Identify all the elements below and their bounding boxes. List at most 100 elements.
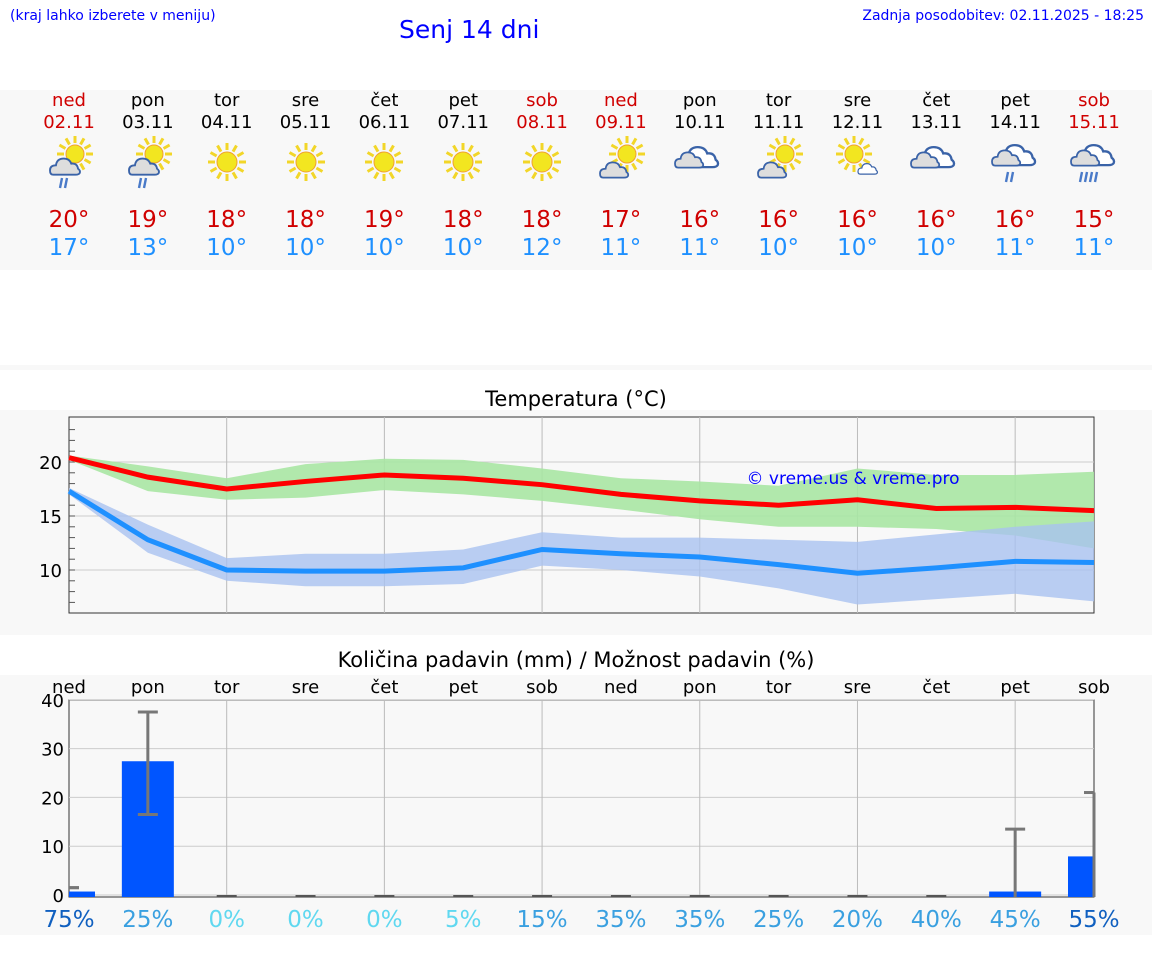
precip-probability: 0% [366, 907, 403, 933]
day-name: sre [291, 90, 320, 111]
max-temp: 18° [285, 207, 326, 233]
precip-probability: 45% [990, 907, 1041, 933]
day-forecast: pon 10.11 16° 11° [661, 90, 739, 262]
day-forecast: sre 12.11 16° 10° [818, 90, 896, 262]
min-temp: 10° [915, 235, 957, 261]
x-tick-label: pon [683, 677, 717, 698]
max-temp: 19° [127, 207, 169, 233]
day-date: 15.11 [1068, 112, 1120, 133]
sun-cloud-rain-icon [109, 134, 187, 204]
precip-probability: 35% [595, 907, 646, 933]
day-name: sre [843, 90, 872, 111]
day-forecast: pon 03.11 19° 13° [109, 90, 187, 262]
sun-cloud-icon [740, 134, 818, 204]
watermark: © vreme.us & vreme.pro [746, 469, 959, 489]
day-name: pet [448, 90, 478, 111]
sun-icon [503, 134, 581, 204]
min-temp: 17° [48, 235, 90, 261]
precip-probability: 0% [287, 907, 324, 933]
cloud-icon [661, 134, 739, 204]
precip-plot-area [68, 699, 1095, 898]
y-tick-label: 30 [41, 740, 64, 761]
y-tick-label: 20 [41, 788, 64, 809]
day-date: 08.11 [516, 112, 568, 133]
x-tick-label: čet [370, 677, 398, 698]
cloud-icon [897, 134, 975, 204]
day-forecast: pet 14.11 16° 11° [976, 90, 1054, 262]
day-name: čet [370, 90, 399, 111]
precip-probability: 15% [517, 907, 568, 933]
day-date: 03.11 [122, 112, 174, 133]
min-temp: 10° [363, 235, 405, 261]
max-temp: 20° [48, 207, 90, 233]
sun-icon [345, 134, 423, 204]
day-date: 13.11 [910, 112, 963, 133]
sun-icon [267, 134, 345, 204]
x-tick-label: čet [922, 677, 950, 698]
day-name: pet [1000, 90, 1030, 111]
day-name: tor [765, 90, 792, 111]
precip-probability: 40% [911, 907, 962, 933]
min-temp: 13° [127, 235, 169, 261]
x-tick-label: sre [844, 677, 871, 698]
x-tick-label: ned [604, 677, 638, 698]
day-forecast: pet 07.11 18° 10° [424, 90, 502, 262]
min-temp: 10° [206, 235, 248, 261]
max-temp: 18° [206, 207, 248, 233]
max-temp: 16° [915, 207, 957, 233]
min-temp: 11° [994, 235, 1036, 261]
day-date: 06.11 [358, 112, 411, 133]
day-forecast: sob 08.11 18° 12° [503, 90, 581, 262]
day-date: 04.11 [200, 112, 253, 133]
precip-bar [69, 891, 95, 897]
sun-cloud-rain-icon [30, 134, 108, 204]
max-temp: 19° [363, 207, 405, 233]
min-temp-line [67, 489, 1095, 576]
precip-bar [1068, 856, 1094, 897]
day-date: 12.11 [831, 112, 884, 133]
min-temp: 12° [521, 235, 563, 261]
max-temp: 16° [679, 207, 721, 233]
cloud-heavy-rain-icon [1055, 134, 1133, 204]
x-tick-label: sob [526, 677, 558, 698]
day-forecast: tor 04.11 18° 10° [188, 90, 266, 262]
y-tick-label: 0 [53, 886, 64, 907]
day-forecast: čet 06.11 19° 10° [345, 90, 423, 262]
day-date: 07.11 [437, 112, 489, 133]
min-temp: 10° [442, 235, 484, 261]
precip-probability: 20% [832, 907, 883, 933]
x-tick-label: pet [448, 677, 478, 698]
max-temp: 16° [758, 207, 799, 233]
min-temp: 11° [600, 235, 642, 261]
location-hint: (kraj lahko izberete v meniju) [10, 8, 216, 24]
day-forecast: sob 15.11 15° 11° [1055, 90, 1133, 262]
sun-icon [424, 134, 502, 204]
day-forecast: sre 05.11 18° 10° [267, 90, 345, 262]
min-temp: 11° [679, 235, 721, 261]
y-tick-label: 15 [39, 507, 62, 528]
day-date: 05.11 [279, 112, 332, 133]
precip-probability: 75% [43, 907, 94, 933]
precip-probability: 5% [445, 907, 482, 933]
precip-probability: 35% [674, 907, 725, 933]
day-name: sob [1078, 90, 1110, 111]
last-updated: Zadnja posodobitev: 02.11.2025 - 18:25 [862, 8, 1144, 24]
day-forecast: tor 11.11 16° 10° [740, 90, 818, 262]
temperature-chart-title: Temperatura (°C) [485, 387, 667, 411]
day-date: 14.11 [989, 112, 1041, 133]
min-temp: 11° [1073, 235, 1115, 261]
day-forecast: ned 02.11 20° 17° [30, 90, 108, 262]
x-tick-label: pon [131, 677, 165, 698]
x-tick-label: sob [1078, 677, 1110, 698]
x-tick-label: pet [1000, 677, 1030, 698]
x-tick-label: sre [292, 677, 319, 698]
min-temp: 10° [758, 235, 799, 261]
day-name: pon [130, 90, 165, 111]
day-forecast: čet 13.11 16° 10° [897, 90, 975, 262]
max-temp: 18° [521, 207, 563, 233]
max-temp: 15° [1073, 207, 1115, 233]
day-name: čet [922, 90, 951, 111]
precip-probability: 55% [1068, 907, 1119, 933]
day-date: 09.11 [595, 112, 647, 133]
